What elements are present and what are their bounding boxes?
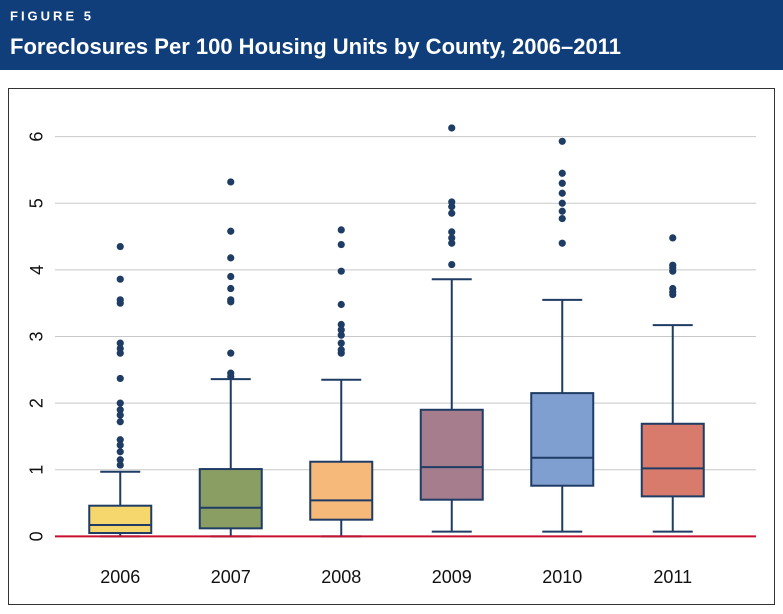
outlier <box>116 374 124 383</box>
box <box>88 504 153 535</box>
outlier <box>558 207 566 215</box>
outlier <box>116 299 124 307</box>
outlier <box>448 234 456 242</box>
outlier <box>669 234 677 242</box>
outlier <box>448 228 456 236</box>
outlier <box>227 372 235 381</box>
outlier <box>337 349 345 357</box>
outlier <box>116 418 124 426</box>
outlier <box>227 254 235 262</box>
outlier <box>337 240 345 249</box>
outlier <box>116 275 124 283</box>
box <box>198 468 263 530</box>
outlier <box>337 300 345 309</box>
outlier <box>227 298 235 306</box>
outlier <box>116 441 124 449</box>
y-tick-label: 6 <box>27 132 47 142</box>
outlier <box>558 137 566 145</box>
outlier <box>227 227 235 235</box>
box <box>309 460 374 521</box>
x-tick-label: 2010 <box>542 567 582 587</box>
outlier <box>448 202 456 211</box>
outlier <box>669 267 677 275</box>
outlier <box>116 349 124 357</box>
outlier <box>337 320 345 329</box>
figure-label: FIGURE 5 <box>10 8 94 23</box>
outlier <box>227 284 235 293</box>
outlier <box>448 124 456 132</box>
outlier <box>116 448 124 456</box>
outlier <box>558 179 566 187</box>
outlier <box>558 199 566 207</box>
outlier <box>558 189 566 197</box>
y-tick-label: 2 <box>27 398 47 408</box>
x-tick-label: 2009 <box>432 567 472 587</box>
chart-title: Foreclosures Per 100 Housing Units by Co… <box>10 34 621 59</box>
outlier <box>337 326 345 334</box>
outlier <box>116 456 124 464</box>
y-tick-label: 3 <box>27 331 47 341</box>
outlier <box>116 406 124 414</box>
outlier <box>116 399 124 407</box>
outlier <box>227 349 235 357</box>
outlier <box>669 290 677 299</box>
x-tick-label: 2008 <box>321 567 361 587</box>
outlier <box>558 239 566 247</box>
outlier <box>227 178 235 186</box>
frame <box>8 88 775 605</box>
outlier <box>116 436 124 444</box>
outlier <box>558 214 566 223</box>
outlier <box>337 226 345 234</box>
box <box>530 392 595 487</box>
y-tick-label: 0 <box>27 531 47 541</box>
y-tick-label: 4 <box>27 265 47 275</box>
outlier <box>448 260 456 269</box>
outlier <box>116 461 124 469</box>
outlier <box>116 242 124 251</box>
outlier <box>227 272 235 281</box>
header-band <box>0 0 783 70</box>
x-tick-label: 2006 <box>100 567 140 587</box>
outlier <box>337 267 345 275</box>
box <box>640 422 705 498</box>
outlier <box>337 339 345 347</box>
outlier <box>116 339 124 347</box>
box <box>419 408 484 501</box>
outlier <box>558 169 566 177</box>
outlier <box>337 331 345 339</box>
y-tick-label: 1 <box>27 465 47 475</box>
outlier <box>448 209 456 217</box>
y-tick-label: 5 <box>27 198 47 208</box>
outlier <box>116 411 124 419</box>
x-tick-label: 2011 <box>653 567 692 587</box>
x-tick-label: 2007 <box>211 567 251 587</box>
outlier <box>448 239 456 247</box>
